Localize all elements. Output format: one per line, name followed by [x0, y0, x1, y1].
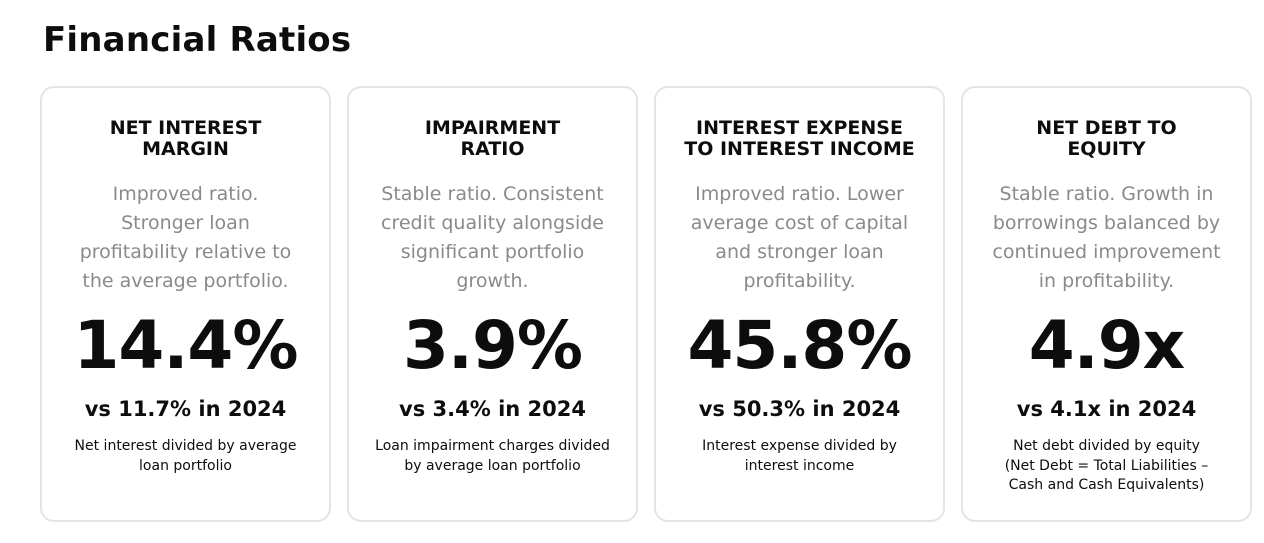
ratio-card-interest-expense-to-income: INTEREST EXPENSE TO INTEREST INCOME Impr… — [654, 86, 945, 522]
card-value: 3.9% — [402, 307, 583, 384]
card-comparison: vs 11.7% in 2024 — [84, 397, 287, 421]
card-footnote: Loan impairment charges divided by avera… — [375, 438, 610, 474]
ratio-card-net-interest-margin: NET INTEREST MARGIN Improved ratio. Stro… — [40, 86, 331, 522]
card-comparison: vs 50.3% in 2024 — [698, 397, 901, 421]
card-heading: NET INTEREST MARGIN — [109, 117, 262, 160]
card-heading: INTEREST EXPENSE TO INTEREST INCOME — [684, 117, 915, 160]
card-heading: IMPAIRMENT RATIO — [424, 117, 561, 160]
ratio-cards: NET INTEREST MARGIN Improved ratio. Stro… — [40, 86, 1252, 522]
ratio-card-net-debt-to-equity: NET DEBT TO EQUITY Stable ratio. Growth … — [961, 86, 1252, 522]
card-description: Stable ratio. Growth in borrowings balan… — [992, 183, 1221, 292]
card-footnote: Net debt divided by equity (Net Debt = T… — [1004, 438, 1209, 493]
card-footnote: Net interest divided by average loan por… — [74, 438, 297, 474]
card-comparison: vs 3.4% in 2024 — [399, 397, 586, 421]
card-value: 45.8% — [687, 307, 913, 384]
page-title: Financial Ratios — [43, 20, 352, 60]
card-comparison: vs 4.1x in 2024 — [1016, 397, 1197, 421]
card-footnote: Interest expense divided by interest inc… — [702, 438, 897, 474]
card-description: Improved ratio. Stronger loan profitabil… — [79, 183, 292, 292]
card-description: Stable ratio. Consistent credit quality … — [381, 183, 604, 292]
card-value: 14.4% — [73, 307, 299, 384]
card-value: 4.9x — [1028, 307, 1186, 384]
card-heading: NET DEBT TO EQUITY — [1036, 117, 1177, 160]
card-description: Improved ratio. Lower average cost of ca… — [690, 183, 909, 292]
ratio-card-impairment-ratio: IMPAIRMENT RATIO Stable ratio. Consisten… — [347, 86, 638, 522]
